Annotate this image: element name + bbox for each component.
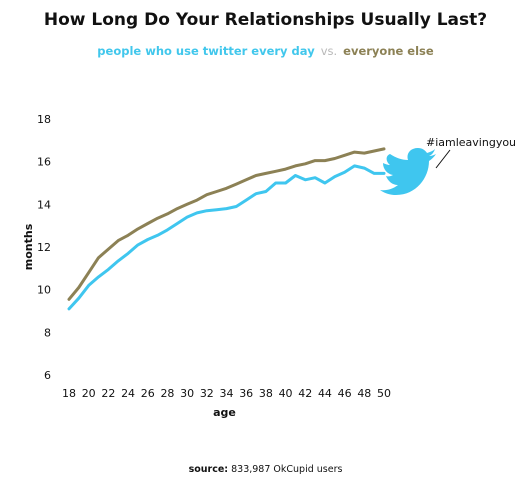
y-axis-label: months <box>22 223 35 270</box>
x-tick-label: 22 <box>101 387 115 400</box>
legend-twitter-users: people who use twitter every day <box>97 44 315 58</box>
y-tick-label: 8 <box>44 326 51 339</box>
legend-everyone-else: everyone else <box>343 44 434 58</box>
chart-subtitle: people who use twitter every day vs. every… <box>0 44 531 58</box>
x-tick-label: 48 <box>357 387 371 400</box>
x-tick-label: 24 <box>121 387 135 400</box>
y-tick-label: 14 <box>37 198 51 211</box>
x-tick-label: 38 <box>259 387 273 400</box>
y-tick-label: 10 <box>37 284 51 297</box>
axes: 6 8 10 12 14 16 18 18 20 22 24 26 28 30 32 34 36 38 40 42 44… <box>22 113 391 419</box>
x-tick-label: 32 <box>200 387 214 400</box>
x-tick-label: 42 <box>298 387 312 400</box>
series-line-everyone-else <box>67 147 386 301</box>
y-tick-label: 16 <box>37 156 51 169</box>
annotation-hashtag: #iamleavingyou <box>426 136 516 149</box>
x-tick-label: 40 <box>279 387 293 400</box>
chart-source: source: 833,987 OkCupid users <box>0 464 531 475</box>
x-tick-label: 20 <box>82 387 96 400</box>
annotation-pointer <box>435 149 451 169</box>
series-lines <box>67 147 386 311</box>
x-tick-label: 28 <box>160 387 174 400</box>
y-tick-label: 6 <box>44 369 51 382</box>
y-tick-label: 18 <box>37 113 51 126</box>
x-tick-label: 50 <box>377 387 391 400</box>
x-tick-label: 30 <box>180 387 194 400</box>
y-tick-label: 12 <box>37 241 51 254</box>
source-text: 833,987 OkCupid users <box>231 464 343 475</box>
twitter-bird-icon <box>380 148 436 195</box>
x-tick-label: 26 <box>141 387 155 400</box>
x-tick-label: 36 <box>239 387 253 400</box>
series-line-twitter-users <box>67 164 386 311</box>
x-tick-label: 34 <box>220 387 234 400</box>
x-axis-label: age <box>213 406 236 419</box>
x-tick-label: 18 <box>62 387 76 400</box>
x-tick-label: 44 <box>318 387 332 400</box>
x-tick-label: 46 <box>338 387 352 400</box>
chart-title: How Long Do Your Relationships Usually L… <box>43 10 488 30</box>
legend-vs: vs. <box>320 44 338 58</box>
source-label: source: <box>188 464 229 475</box>
